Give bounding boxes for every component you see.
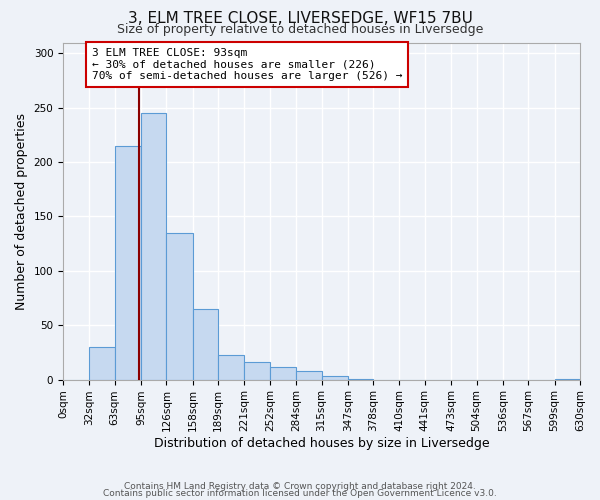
Bar	[89, 347, 115, 380]
Text: 3, ELM TREE CLOSE, LIVERSEDGE, WF15 7BU: 3, ELM TREE CLOSE, LIVERSEDGE, WF15 7BU	[128, 11, 472, 26]
Bar	[166, 233, 193, 380]
Bar	[270, 366, 296, 380]
Bar	[141, 113, 166, 380]
Bar	[348, 378, 373, 380]
Bar	[218, 354, 244, 380]
Text: Contains public sector information licensed under the Open Government Licence v3: Contains public sector information licen…	[103, 488, 497, 498]
Text: Size of property relative to detached houses in Liversedge: Size of property relative to detached ho…	[117, 22, 483, 36]
X-axis label: Distribution of detached houses by size in Liversedge: Distribution of detached houses by size …	[154, 437, 490, 450]
Bar	[244, 362, 270, 380]
Bar	[554, 378, 580, 380]
Y-axis label: Number of detached properties: Number of detached properties	[15, 112, 28, 310]
Text: 3 ELM TREE CLOSE: 93sqm
← 30% of detached houses are smaller (226)
70% of semi-d: 3 ELM TREE CLOSE: 93sqm ← 30% of detache…	[92, 48, 402, 81]
Bar	[322, 376, 348, 380]
Bar	[193, 309, 218, 380]
Text: Contains HM Land Registry data © Crown copyright and database right 2024.: Contains HM Land Registry data © Crown c…	[124, 482, 476, 491]
Bar	[296, 371, 322, 380]
Bar	[115, 146, 141, 380]
